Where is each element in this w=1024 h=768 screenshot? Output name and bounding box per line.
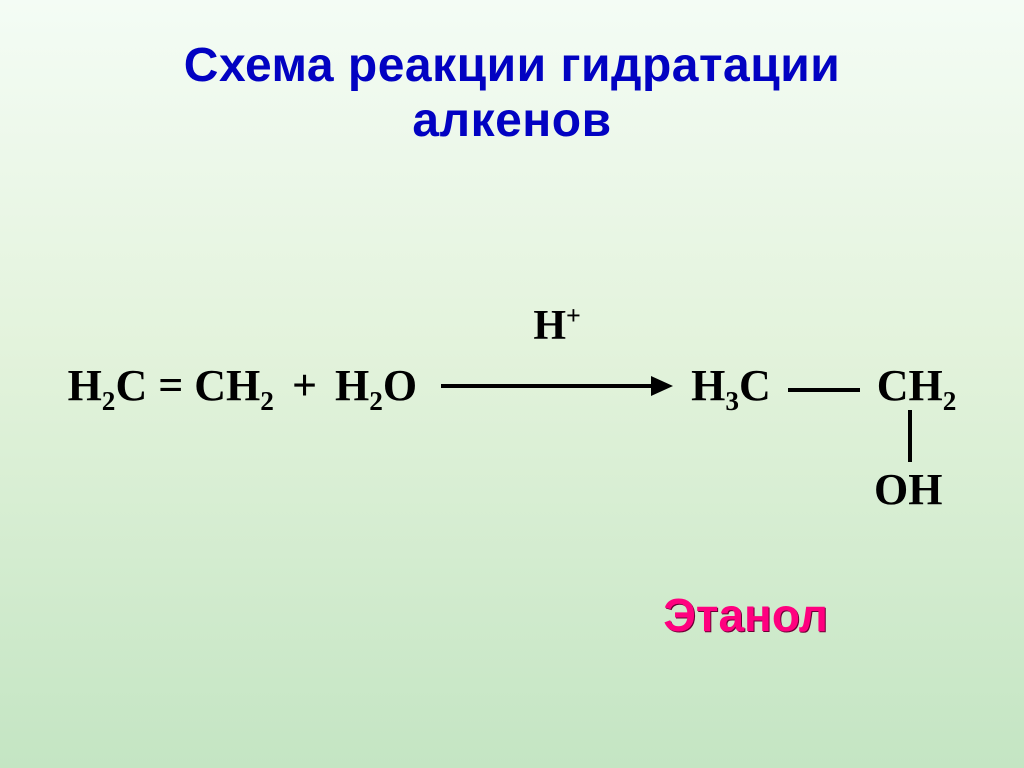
title-line-2: алкенов (412, 94, 611, 147)
arrow-line (441, 384, 651, 388)
product-ethanol-structure: H3C CH2 OH (691, 360, 956, 411)
diagram-title: Схема реакции гидратации алкенов (0, 38, 1024, 148)
hydroxyl-group: OH (874, 464, 942, 515)
bond-horizontal (788, 388, 860, 392)
reactant-water: H2O (335, 360, 417, 411)
product-name-label: Этанол (663, 588, 828, 642)
reaction-arrow: H+ (441, 376, 673, 396)
plus-sign: + (292, 360, 317, 411)
product-right-group: CH2 (877, 361, 957, 410)
bond-vertical (908, 410, 912, 462)
arrow-head (651, 376, 673, 396)
title-line-1: Схема реакции гидратации (184, 39, 840, 92)
catalyst-label: H+ (533, 302, 581, 350)
reaction-equation: H2C = CH2 + H2O H+ H3C CH2 OH (0, 360, 1024, 411)
product-left-group: H3C (691, 361, 771, 410)
reactant-ethene: H2C = CH2 (68, 360, 274, 411)
